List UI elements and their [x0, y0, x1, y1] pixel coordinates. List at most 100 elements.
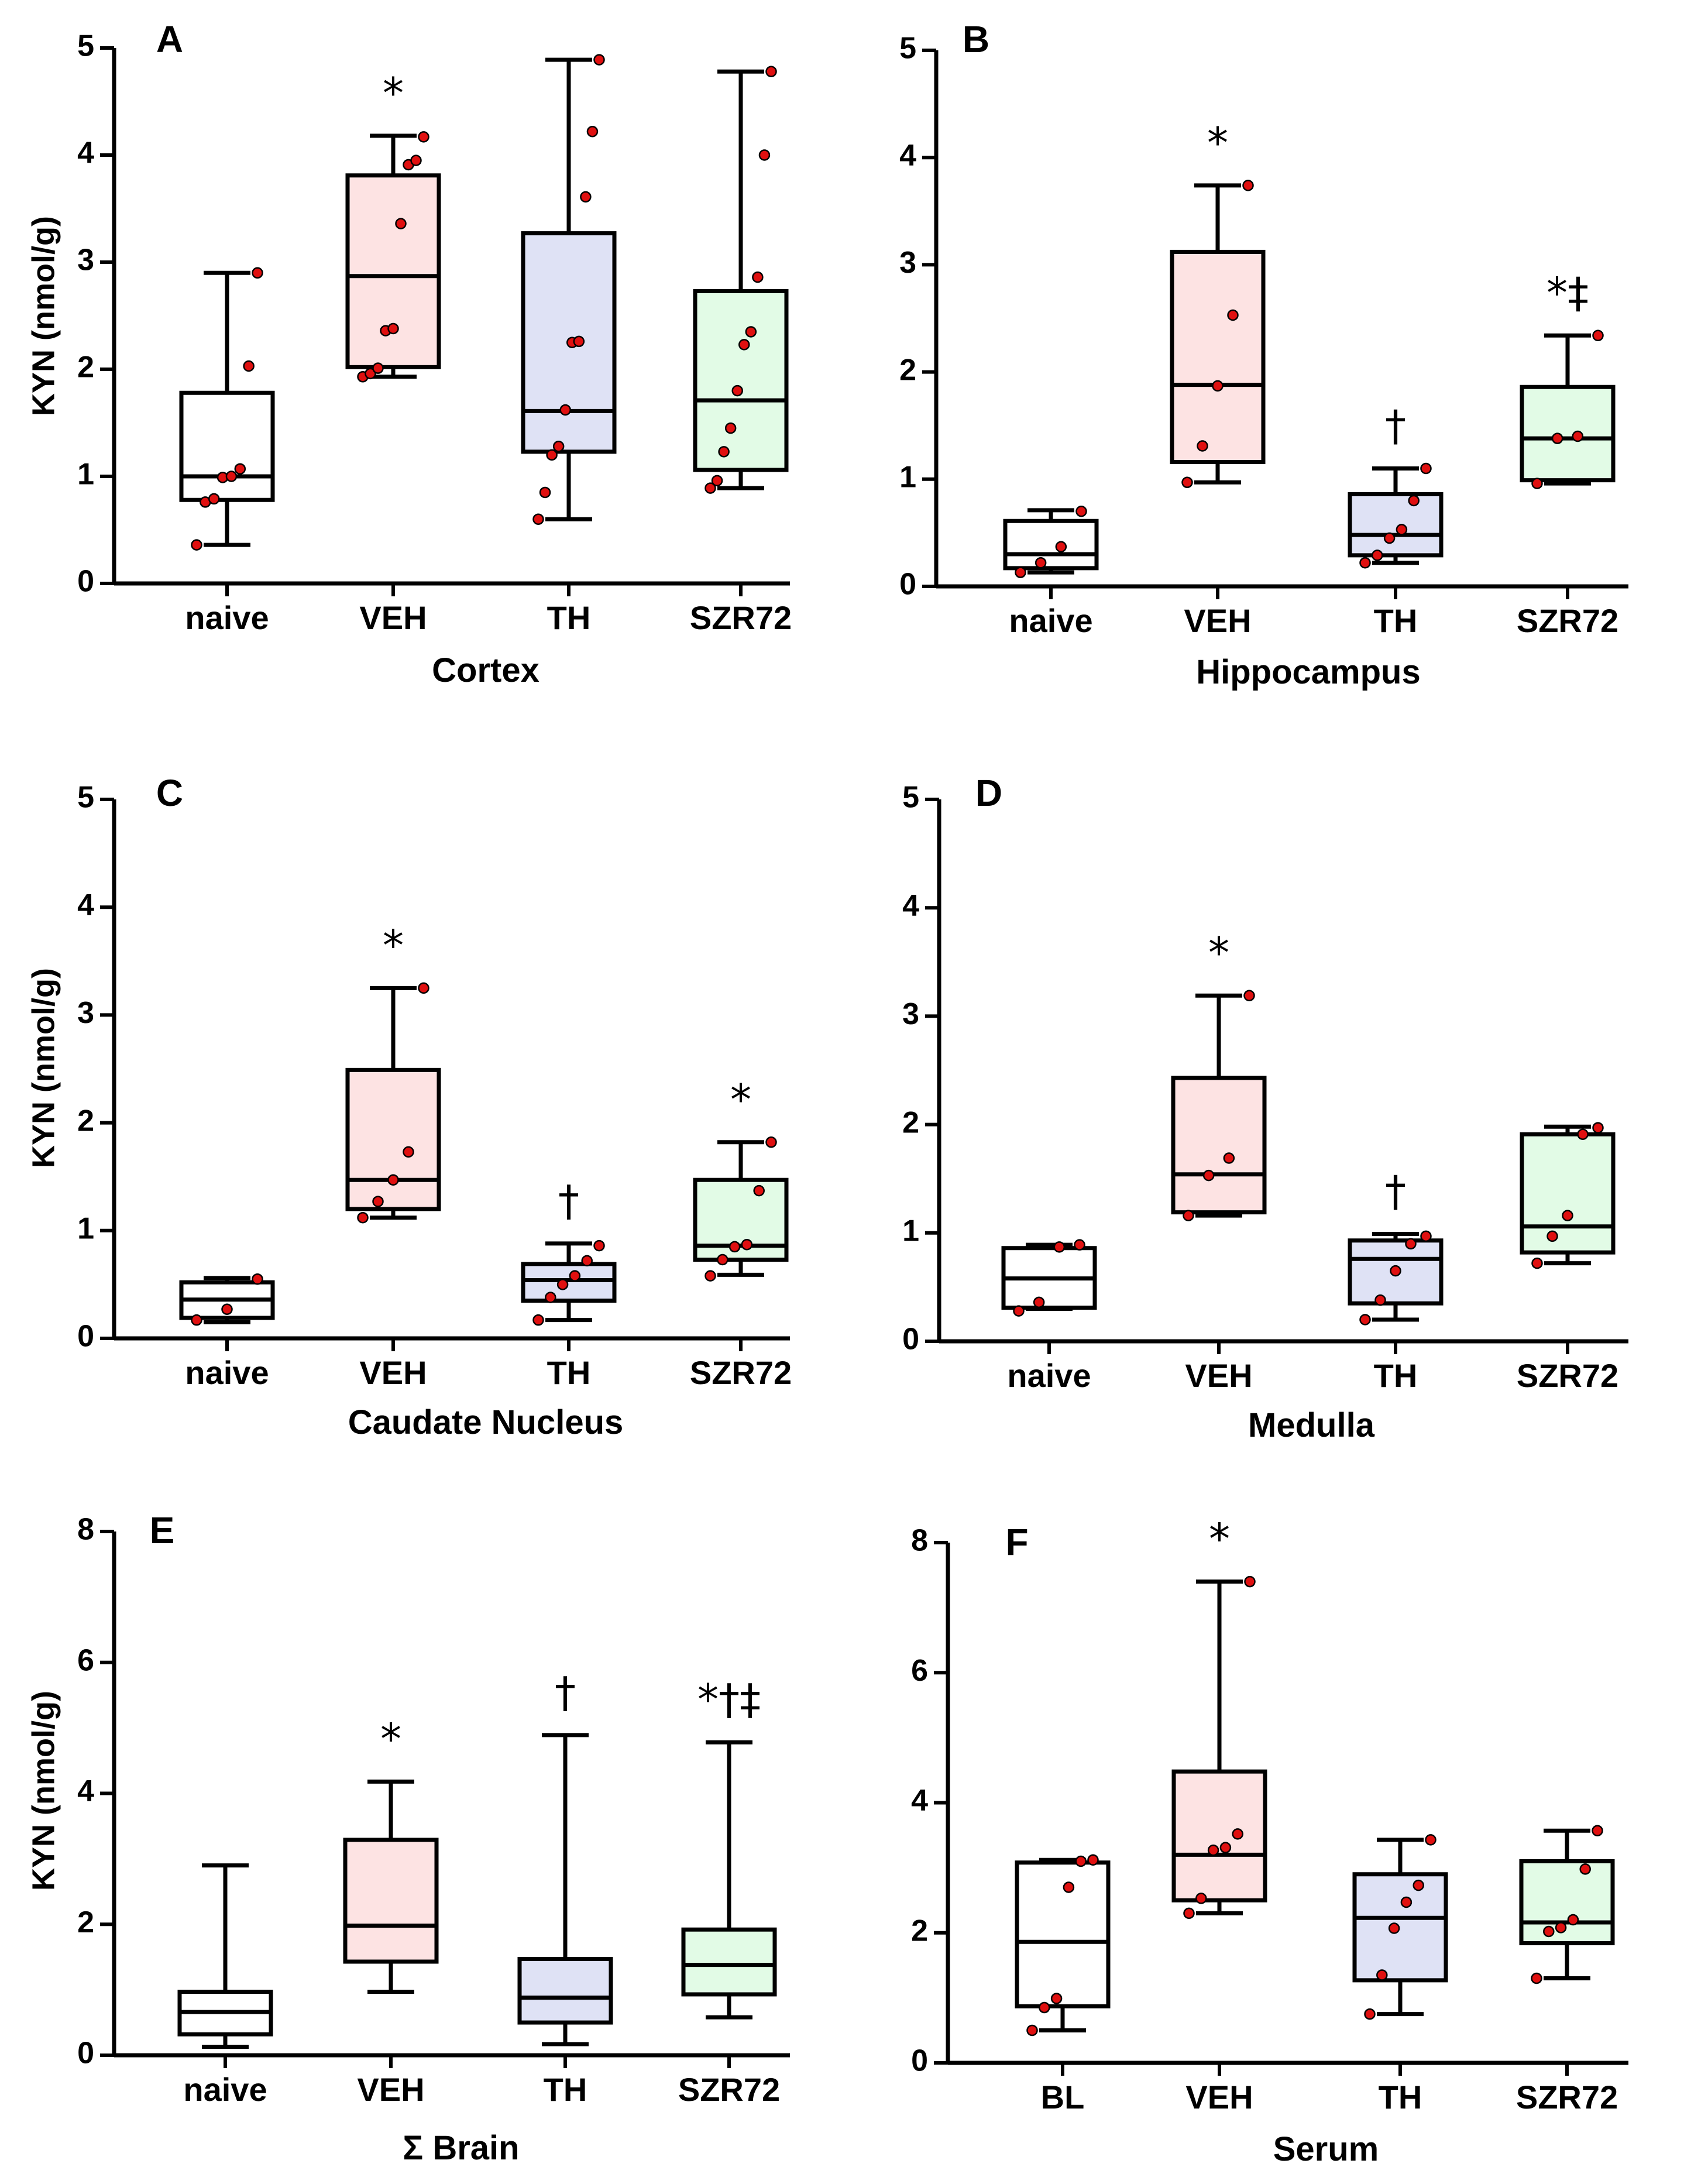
y-tick-label: 2 — [77, 1905, 94, 1939]
iqr-box — [345, 173, 441, 369]
category-label: naive — [1009, 602, 1092, 639]
y-tick-label: 0 — [77, 1320, 94, 1354]
data-point — [1420, 462, 1432, 475]
category-label: naive — [185, 599, 269, 636]
group-naive: naive — [1003, 506, 1099, 639]
iqr-box — [1171, 1076, 1267, 1215]
significance-marker: *†‡ — [697, 1675, 761, 1724]
data-point — [532, 1314, 544, 1326]
x-axis-title: Cortex — [432, 651, 539, 689]
data-point — [1359, 557, 1371, 569]
data-point — [745, 326, 757, 338]
data-point — [581, 1255, 593, 1267]
data-point — [532, 513, 544, 525]
panel-E: E KYN (nmol/g) 0 2 4 6 8 naive VEH * TH † SZR72 *†‡ Σ … — [26, 1509, 790, 2167]
data-point — [1050, 1993, 1063, 2004]
data-point — [758, 149, 771, 161]
data-point — [704, 482, 716, 494]
category-label: naive — [1007, 1357, 1091, 1394]
data-point — [1202, 1169, 1215, 1182]
category-label: VEH — [359, 599, 427, 636]
group-TH: TH † — [517, 1668, 613, 2108]
iqr-box — [1171, 1769, 1267, 1903]
iqr-box — [1015, 1860, 1111, 2008]
iqr-box — [1520, 384, 1616, 483]
data-point — [552, 441, 565, 452]
y-tick-label: 4 — [77, 136, 94, 170]
data-point — [1207, 1844, 1219, 1856]
data-point — [718, 446, 730, 458]
y-tick-label: 5 — [902, 781, 919, 815]
data-point — [410, 154, 422, 166]
category-label: SZR72 — [678, 2071, 780, 2108]
category-label: SZR72 — [1517, 1357, 1618, 1394]
data-point — [1592, 1122, 1604, 1134]
data-point — [1531, 1257, 1543, 1269]
data-point — [586, 125, 599, 138]
data-point — [403, 1146, 414, 1158]
data-point — [1388, 1922, 1400, 1934]
data-point — [1183, 1210, 1194, 1221]
data-point — [1183, 1907, 1195, 1919]
data-point — [704, 1270, 716, 1282]
data-point — [221, 1303, 233, 1316]
iqr-box — [179, 390, 275, 502]
iqr-box — [1520, 1132, 1616, 1255]
y-tick-label: 0 — [899, 568, 916, 602]
y-tick-label: 6 — [77, 1643, 94, 1677]
data-point — [1408, 495, 1420, 507]
data-point — [1055, 541, 1067, 552]
data-point — [1572, 430, 1584, 442]
data-point — [1425, 1834, 1436, 1846]
group-VEH: VEH * — [1170, 118, 1266, 639]
data-point — [765, 1136, 777, 1148]
data-point — [372, 362, 384, 374]
panel-letter: B — [963, 18, 989, 60]
data-point — [1390, 1265, 1401, 1277]
significance-marker: * — [383, 921, 404, 970]
y-tick-label: 5 — [77, 29, 94, 63]
panel-letter: E — [150, 1509, 175, 1551]
data-point — [559, 404, 571, 416]
y-tick-label: 0 — [902, 1323, 919, 1357]
data-point — [1413, 1879, 1424, 1891]
group-SZR72: SZR72 *‡ — [1517, 268, 1618, 639]
category-label: TH — [544, 2071, 587, 2108]
y-tick-label: 0 — [911, 2044, 928, 2078]
panel-F: F 0 2 4 6 8 BL VEH * TH SZR72 Serum — [911, 1515, 1628, 2168]
y-tick-label: 6 — [911, 1654, 928, 1688]
data-point — [1223, 1152, 1235, 1164]
data-point — [1359, 1314, 1371, 1325]
group-VEH: VEH * — [1171, 928, 1267, 1394]
data-point — [1579, 1863, 1591, 1875]
data-point — [711, 475, 723, 487]
data-point — [573, 335, 585, 348]
y-tick-label: 2 — [77, 1104, 94, 1138]
y-tick-label: 1 — [77, 458, 94, 492]
significance-marker: † — [1385, 401, 1406, 450]
data-point — [752, 271, 764, 283]
y-tick-label: 8 — [911, 1524, 928, 1558]
data-point — [1074, 1239, 1085, 1251]
data-point — [1364, 2008, 1376, 2020]
significance-marker: * — [1209, 1515, 1230, 1564]
data-point — [357, 1211, 369, 1224]
data-point — [395, 218, 407, 229]
data-point — [1562, 1210, 1573, 1221]
data-point — [372, 1196, 384, 1207]
data-point — [1383, 532, 1396, 544]
x-axis-title: Caudate Nucleus — [348, 1403, 624, 1441]
y-tick-label: 4 — [911, 1784, 928, 1818]
data-point — [1592, 329, 1604, 342]
data-point — [1015, 566, 1026, 578]
iqr-box — [343, 1838, 439, 1964]
data-point — [234, 463, 246, 475]
group-naive: naive — [177, 1863, 273, 2108]
data-point — [717, 1254, 728, 1266]
data-point — [1033, 1296, 1045, 1309]
data-point — [252, 267, 263, 279]
data-point — [1244, 1575, 1256, 1588]
data-point — [728, 1241, 741, 1253]
group-BL: BL — [1015, 1854, 1111, 2116]
significance-marker: * — [1207, 118, 1228, 167]
